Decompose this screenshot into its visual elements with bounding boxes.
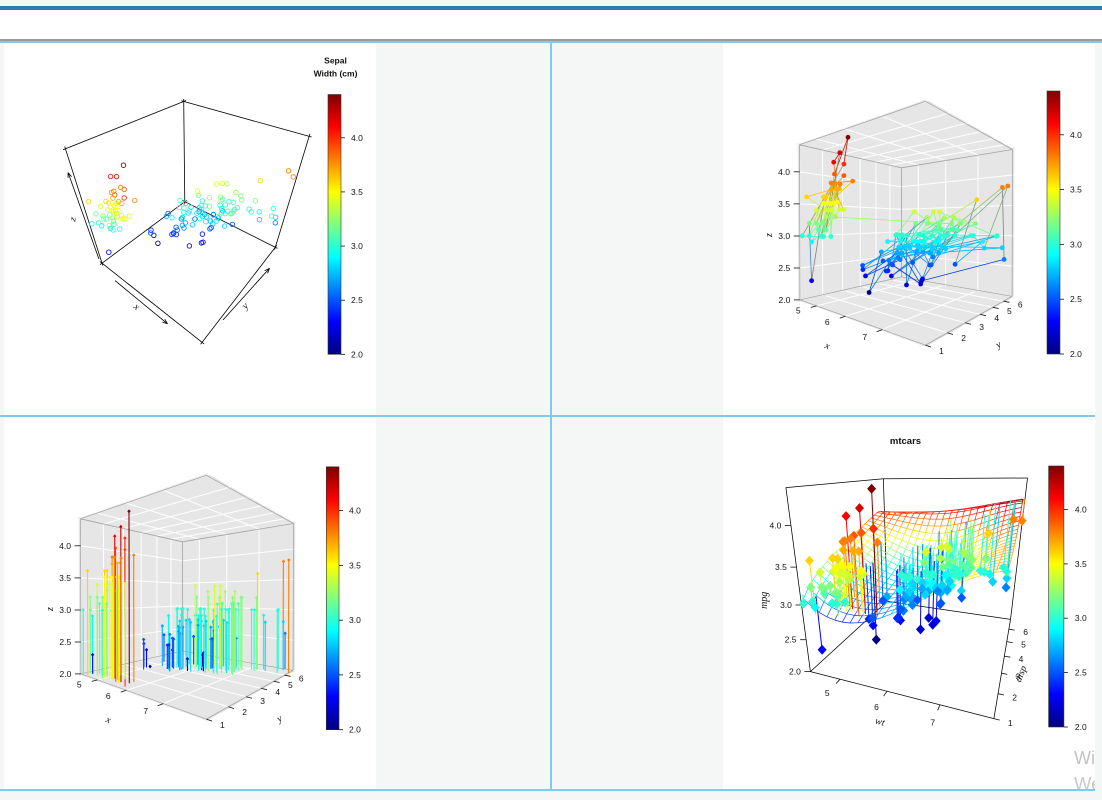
svg-text:2.0: 2.0	[351, 350, 363, 360]
svg-text:2.0: 2.0	[789, 667, 801, 677]
svg-text:2.0: 2.0	[1070, 349, 1082, 359]
svg-text:3.5: 3.5	[349, 561, 361, 571]
svg-text:5: 5	[77, 680, 82, 690]
svg-text:2.5: 2.5	[351, 296, 363, 306]
svg-text:z: z	[67, 216, 79, 224]
svg-text:7: 7	[143, 706, 148, 716]
svg-text:6: 6	[106, 691, 111, 701]
svg-text:3.5: 3.5	[1070, 185, 1082, 195]
svg-text:3.0: 3.0	[778, 231, 790, 241]
svg-text:4: 4	[275, 687, 280, 697]
svg-text:2.0: 2.0	[1075, 722, 1087, 732]
svg-text:2.5: 2.5	[785, 635, 797, 645]
svg-text:2.0: 2.0	[59, 669, 71, 679]
svg-text:x: x	[103, 714, 112, 726]
svg-text:5: 5	[796, 306, 801, 316]
svg-text:6: 6	[299, 674, 304, 684]
svg-text:7: 7	[930, 718, 935, 728]
svg-text:2.5: 2.5	[778, 263, 790, 273]
svg-text:4.0: 4.0	[1075, 505, 1087, 515]
svg-text:2: 2	[1012, 693, 1017, 703]
svg-text:x: x	[822, 340, 831, 352]
svg-text:2.0: 2.0	[349, 725, 361, 735]
svg-text:6: 6	[1018, 300, 1023, 310]
svg-text:wt: wt	[874, 716, 886, 729]
svg-text:3.0: 3.0	[351, 241, 363, 251]
svg-text:3.0: 3.0	[1075, 613, 1087, 623]
svg-text:3: 3	[979, 322, 984, 332]
svg-text:mtcars: mtcars	[890, 436, 921, 447]
svg-text:5: 5	[288, 680, 293, 690]
svg-text:4.0: 4.0	[351, 133, 363, 143]
svg-text:4.0: 4.0	[59, 541, 71, 551]
svg-text:1: 1	[220, 720, 225, 730]
svg-text:y: y	[274, 713, 285, 726]
svg-text:3.0: 3.0	[59, 605, 71, 615]
svg-text:3.5: 3.5	[351, 187, 363, 197]
svg-text:4: 4	[994, 314, 999, 324]
svg-text:3: 3	[260, 696, 265, 706]
svg-text:3.5: 3.5	[775, 562, 787, 572]
svg-text:3.5: 3.5	[778, 199, 790, 209]
svg-text:4.0: 4.0	[778, 167, 790, 177]
svg-text:2.5: 2.5	[1075, 668, 1087, 678]
svg-text:1: 1	[1008, 718, 1013, 728]
svg-text:Sepal: Sepal	[324, 56, 347, 66]
svg-text:3.0: 3.0	[349, 615, 361, 625]
svg-text:5: 5	[825, 688, 830, 698]
svg-text:5: 5	[1021, 640, 1026, 650]
svg-text:Width (cm): Width (cm)	[314, 69, 358, 79]
svg-text:3.5: 3.5	[1075, 559, 1087, 569]
svg-text:6: 6	[874, 702, 879, 712]
svg-text:y: y	[239, 301, 251, 313]
svg-text:z: z	[45, 607, 56, 612]
svg-text:y: y	[993, 339, 1004, 352]
svg-text:7: 7	[862, 332, 867, 342]
svg-text:2.5: 2.5	[349, 670, 361, 680]
svg-text:x: x	[131, 301, 143, 313]
svg-text:3.0: 3.0	[780, 600, 792, 610]
svg-text:3.5: 3.5	[59, 573, 71, 583]
svg-text:2.0: 2.0	[778, 295, 790, 305]
svg-text:3.0: 3.0	[1070, 240, 1082, 250]
svg-text:4.0: 4.0	[349, 506, 361, 516]
svg-text:2: 2	[961, 333, 966, 343]
svg-text:z: z	[764, 233, 775, 238]
svg-text:4.0: 4.0	[1070, 130, 1082, 140]
svg-text:2.5: 2.5	[59, 637, 71, 647]
svg-text:3: 3	[1016, 672, 1021, 682]
svg-text:6: 6	[825, 317, 830, 327]
svg-text:2: 2	[242, 707, 247, 717]
svg-text:1: 1	[939, 346, 944, 356]
svg-text:4.0: 4.0	[769, 521, 781, 531]
svg-text:6: 6	[1023, 627, 1028, 637]
svg-text:2.5: 2.5	[1070, 295, 1082, 305]
svg-text:4: 4	[1019, 654, 1024, 664]
svg-text:mpg: mpg	[759, 592, 770, 609]
svg-text:5: 5	[1007, 306, 1012, 316]
